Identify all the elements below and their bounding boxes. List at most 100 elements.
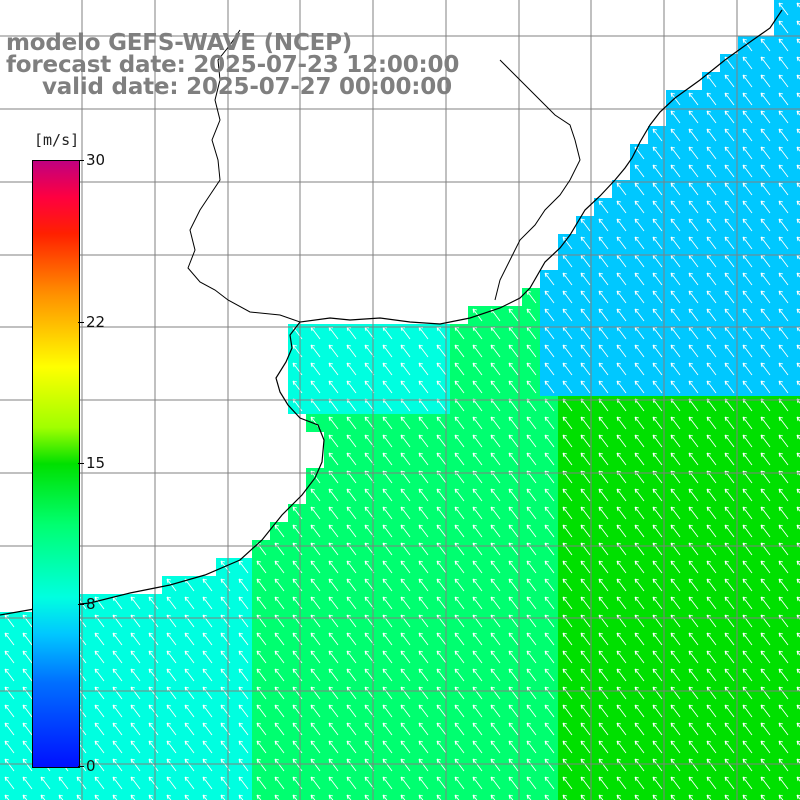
wind-arrow [760, 740, 771, 754]
wind-arrow [562, 758, 573, 772]
wind-arrow [778, 290, 789, 304]
wind-arrow [652, 722, 663, 736]
wind-arrow [562, 416, 573, 430]
wind-arrow [706, 794, 712, 800]
wind-arrow [688, 200, 699, 214]
wind-arrow [328, 452, 339, 466]
wind-arrow [418, 416, 429, 430]
wind-arrow [256, 578, 267, 592]
wind-arrow [652, 488, 663, 502]
wind-arrow [796, 452, 800, 458]
wind-arrow [724, 668, 735, 682]
wind-arrow [454, 758, 465, 772]
wind-arrow [742, 290, 753, 304]
wind-arrow [346, 524, 357, 538]
wind-arrow [670, 686, 681, 700]
wind-arrow [742, 164, 753, 178]
wind-arrow [562, 506, 573, 520]
wind-arrow [688, 128, 699, 142]
wind-cell [792, 0, 800, 18]
wind-arrow [706, 272, 717, 286]
wind-arrow [742, 650, 753, 664]
wind-arrow [796, 74, 800, 80]
wind-arrow [472, 704, 483, 718]
wind-arrow [742, 740, 753, 754]
wind-arrow [526, 668, 537, 682]
wind-arrow [256, 686, 267, 700]
wind-arrow [580, 452, 591, 466]
wind-arrow [94, 740, 105, 754]
wind-arrow [544, 362, 555, 376]
wind-arrow [274, 560, 285, 574]
wind-cell [792, 234, 800, 252]
wind-arrow [166, 794, 172, 800]
wind-arrow [238, 686, 249, 700]
wind-arrow [616, 344, 627, 358]
wind-arrow [490, 722, 501, 736]
wind-arrow [796, 560, 800, 566]
wind-arrow [688, 362, 699, 376]
wind-arrow [544, 506, 555, 520]
wind-arrow [688, 794, 694, 800]
wind-arrow [580, 758, 591, 772]
wind-arrow [472, 434, 483, 448]
wind-arrow [724, 218, 735, 232]
wind-arrow [382, 416, 393, 430]
wind-arrow [436, 434, 447, 448]
wind-arrow [58, 794, 64, 800]
wind-cell [792, 594, 800, 612]
wind-arrow [580, 434, 591, 448]
wind-arrow [616, 506, 627, 520]
wind-arrow [778, 740, 789, 754]
wind-arrow [418, 506, 429, 520]
wind-arrow [346, 380, 357, 394]
wind-arrow [706, 74, 717, 88]
wind-arrow [418, 740, 429, 754]
wind-arrow [760, 92, 771, 106]
wind-arrow [634, 344, 645, 358]
wind-arrow [724, 308, 735, 322]
wind-arrow [400, 722, 411, 736]
wind-arrow [742, 596, 753, 610]
wind-arrow [670, 704, 681, 718]
wind-arrow [778, 380, 789, 394]
wind-arrow [652, 146, 663, 160]
wind-arrow [688, 506, 699, 520]
wind-arrow [778, 92, 789, 106]
wind-arrow [22, 740, 33, 754]
wind-arrow [688, 650, 699, 664]
wind-arrow [670, 596, 681, 610]
wind-arrow [760, 776, 771, 790]
wind-arrow [544, 686, 555, 700]
wind-arrow [544, 650, 555, 664]
wind-arrow [202, 596, 213, 610]
wind-arrow [634, 776, 645, 790]
wind-arrow [22, 776, 33, 790]
wind-arrow [796, 776, 800, 782]
wind-arrow [274, 524, 285, 538]
wind-arrow [94, 722, 105, 736]
wind-arrow [670, 758, 681, 772]
wind-arrow [472, 506, 483, 520]
wind-arrow [526, 560, 537, 574]
wind-arrow [508, 668, 519, 682]
wind-arrow [580, 776, 591, 790]
wind-arrow [544, 596, 555, 610]
wind-arrow [724, 488, 735, 502]
wind-arrow [688, 704, 699, 718]
wind-arrow [706, 236, 717, 250]
wind-arrow [670, 416, 681, 430]
wind-arrow [310, 740, 321, 754]
wind-arrow [328, 560, 339, 574]
wind-arrow [778, 578, 789, 592]
wind-arrow [346, 416, 357, 430]
wind-arrow [166, 632, 177, 646]
wind-arrow [148, 650, 159, 664]
wind-arrow [346, 686, 357, 700]
wind-arrow [292, 794, 298, 800]
wind-arrow [706, 110, 717, 124]
wind-arrow [634, 650, 645, 664]
wind-arrow [742, 704, 753, 718]
wind-arrow [508, 740, 519, 754]
wind-arrow [670, 578, 681, 592]
